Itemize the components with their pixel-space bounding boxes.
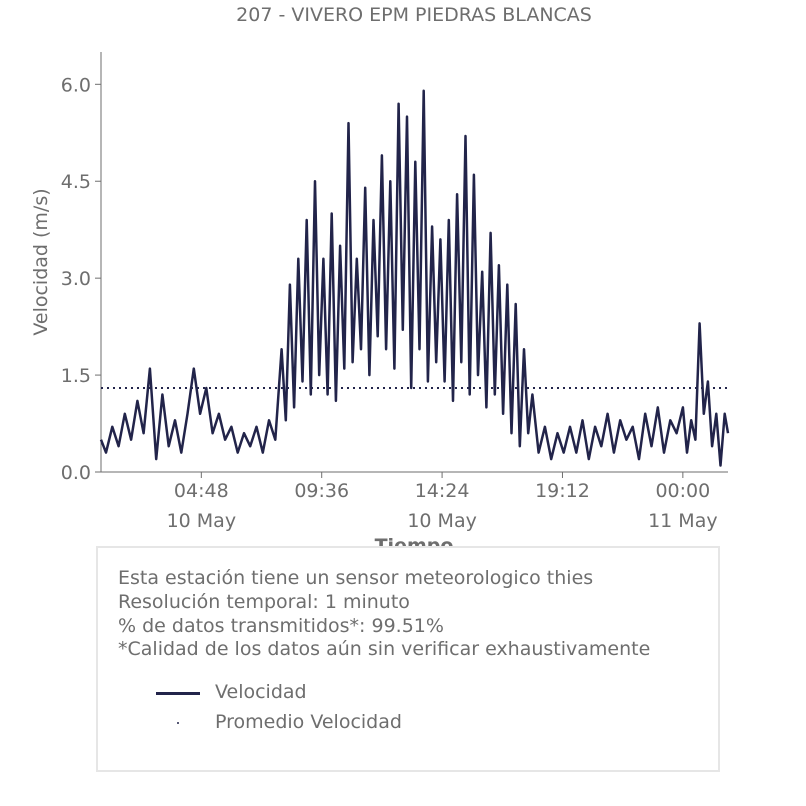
y-tick-group: 0.0 1.5 3.0 4.5 6.0	[61, 74, 101, 484]
y-tick-label: 1.5	[61, 365, 91, 387]
y-tick-label: 4.5	[61, 171, 91, 193]
chart-title: 207 - VIVERO EPM PIEDRAS BLANCAS	[236, 4, 592, 26]
legend-velocity-label: Velocidad	[215, 681, 307, 703]
velocity-series-line	[99, 89, 730, 467]
transmitted-note: % de datos transmitidos*: 99.51%	[118, 615, 444, 637]
info-legend-box: Esta estación tiene un sensor meteorolog…	[96, 546, 720, 772]
y-tick-label: 3.0	[61, 268, 91, 290]
x-tick-date-label: 10 May	[407, 510, 477, 532]
resolution-note: Resolución temporal: 1 minuto	[118, 591, 410, 613]
x-tick-label: 09:36	[294, 480, 349, 502]
y-axis-label: Velocidad (m/s)	[30, 188, 52, 335]
x-tick-group: 04:48 10 May 09:36 14:24 10 May 19:12 00:00 11 …	[167, 472, 718, 532]
legend-velocity-swatch	[156, 692, 200, 695]
legend-mean-swatch	[177, 722, 179, 724]
x-tick-label: 19:12	[535, 480, 590, 502]
sensor-note: Esta estación tiene un sensor meteorolog…	[118, 567, 594, 589]
x-tick-label: 14:24	[415, 480, 470, 502]
x-tick-label: 04:48	[174, 480, 229, 502]
quality-note: *Calidad de los datos aún sin verificar …	[118, 638, 651, 660]
x-tick-date-label: 10 May	[167, 510, 237, 532]
legend-mean-label: Promedio Velocidad	[215, 711, 402, 733]
y-tick-label: 0.0	[61, 462, 91, 484]
x-tick-date-label: 11 May	[648, 510, 718, 532]
x-tick-label: 00:00	[655, 480, 710, 502]
y-tick-label: 6.0	[61, 74, 91, 96]
